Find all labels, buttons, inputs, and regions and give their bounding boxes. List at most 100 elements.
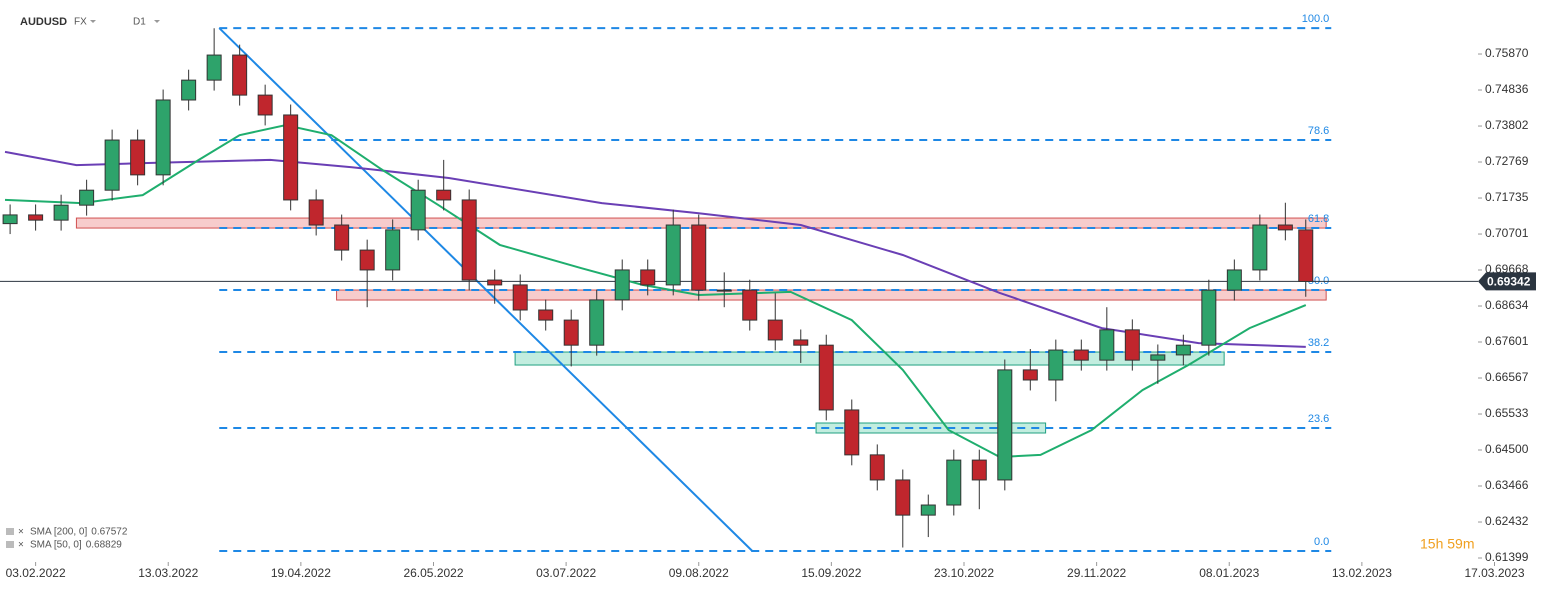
- y-tick-label: 0.73802: [1485, 118, 1529, 132]
- candle-body: [1175, 344, 1191, 356]
- x-tick-label: 17.03.2023: [1464, 566, 1524, 580]
- candle-body: [1048, 349, 1064, 381]
- candle-body: [1201, 289, 1217, 346]
- last-price-tag: [1478, 272, 1536, 291]
- candle-body: [2, 214, 18, 225]
- legend-value: 0.68829: [86, 540, 123, 551]
- x-tick-label: 03.02.2022: [6, 566, 66, 580]
- candle-body: [767, 319, 783, 341]
- y-tick-label: 0.71735: [1485, 190, 1529, 204]
- candle-body: [1099, 329, 1115, 361]
- candle-body: [665, 224, 681, 286]
- symbol[interactable]: AUDUSD: [20, 16, 67, 28]
- countdown: 15h 59m: [1420, 536, 1474, 552]
- candle-body: [1226, 269, 1242, 291]
- candle-body: [895, 479, 911, 516]
- candle-body: [716, 289, 732, 292]
- candle-body: [971, 459, 987, 481]
- candle-body: [512, 284, 528, 311]
- candle-body: [1022, 369, 1038, 381]
- fib-label: 78.6: [1308, 125, 1329, 137]
- candle-body: [155, 99, 171, 176]
- dropdown-arrow[interactable]: [90, 20, 96, 23]
- candle-body: [28, 214, 44, 221]
- candle-body: [691, 224, 707, 291]
- fib-label: 0.0: [1314, 536, 1329, 548]
- candle-body: [563, 319, 579, 346]
- legend-icon: [6, 541, 14, 548]
- candle-body: [53, 204, 69, 221]
- candle-body: [589, 299, 605, 346]
- legend-close[interactable]: ×: [18, 540, 24, 551]
- candle-body: [436, 189, 452, 201]
- candle-body: [742, 289, 758, 321]
- candle-body: [206, 54, 222, 81]
- market[interactable]: FX: [74, 17, 87, 28]
- interval[interactable]: D1: [133, 17, 146, 28]
- candle-body: [257, 94, 273, 116]
- legend-name: SMA [200, 0]: [30, 527, 87, 538]
- y-tick-label: 0.66567: [1485, 370, 1529, 384]
- y-tick-label: 0.72769: [1485, 154, 1529, 168]
- x-tick-label: 08.01.2023: [1199, 566, 1259, 580]
- candle-body: [487, 279, 503, 286]
- y-tick-label: 0.68634: [1485, 298, 1529, 312]
- candle-body: [1252, 224, 1268, 271]
- candle-body: [1298, 229, 1314, 282]
- y-tick-label: 0.65533: [1485, 406, 1529, 420]
- candle-body: [308, 199, 324, 226]
- y-tick-label: 0.70701: [1485, 226, 1529, 240]
- fib-label: 100.0: [1302, 13, 1330, 25]
- candle-body: [1124, 329, 1140, 361]
- candle-body: [1150, 354, 1166, 361]
- candle-body: [640, 269, 656, 286]
- candle-body: [461, 199, 477, 281]
- candle-body: [997, 369, 1013, 481]
- x-tick-label: 03.07.2022: [536, 566, 596, 580]
- zone: [336, 289, 1327, 301]
- fib-label: 38.2: [1308, 337, 1329, 349]
- legend-close[interactable]: ×: [18, 527, 24, 538]
- candle-body: [538, 309, 554, 321]
- candle-body: [181, 79, 197, 101]
- candle-body: [385, 229, 401, 271]
- x-tick-label: 19.04.2022: [271, 566, 331, 580]
- legend-name: SMA [50, 0]: [30, 540, 82, 551]
- fib-label: 23.6: [1308, 413, 1329, 425]
- candle-body: [946, 459, 962, 506]
- y-tick-label: 0.62432: [1485, 514, 1529, 528]
- sma-line: [4, 124, 1307, 459]
- y-tick-label: 0.75870: [1485, 46, 1529, 60]
- x-tick-label: 26.05.2022: [403, 566, 463, 580]
- y-tick-label: 0.63466: [1485, 478, 1529, 492]
- dropdown-arrow[interactable]: [154, 20, 160, 23]
- fib-label: 61.8: [1308, 213, 1329, 225]
- candle-body: [614, 269, 630, 301]
- candle-body: [130, 139, 146, 176]
- candle-body: [844, 409, 860, 456]
- candle-body: [334, 224, 350, 251]
- candle-body: [232, 54, 248, 96]
- candle-body: [1277, 224, 1293, 231]
- candle-body: [920, 504, 936, 516]
- candle-body: [359, 249, 375, 271]
- x-tick-label: 09.08.2022: [669, 566, 729, 580]
- candle-body: [1073, 349, 1089, 361]
- x-tick-label: 29.11.2022: [1067, 566, 1126, 580]
- y-tick-label: 0.64500: [1485, 442, 1529, 456]
- y-tick-label: 0.61399: [1485, 550, 1529, 564]
- candle-body: [410, 189, 426, 231]
- x-tick-label: 15.09.2022: [801, 566, 861, 580]
- y-tick-label: 0.74836: [1485, 82, 1529, 96]
- candle-body: [283, 114, 299, 201]
- last-price-label: 0.69342: [1487, 275, 1531, 289]
- y-tick-label: 0.67601: [1485, 334, 1529, 348]
- x-tick-label: 13.03.2022: [138, 566, 198, 580]
- candle-body: [793, 339, 809, 346]
- candle-body: [818, 344, 834, 411]
- legend-value: 0.67572: [91, 527, 128, 538]
- candle-body: [869, 454, 885, 481]
- candle-body: [79, 189, 95, 206]
- trendline: [218, 27, 753, 552]
